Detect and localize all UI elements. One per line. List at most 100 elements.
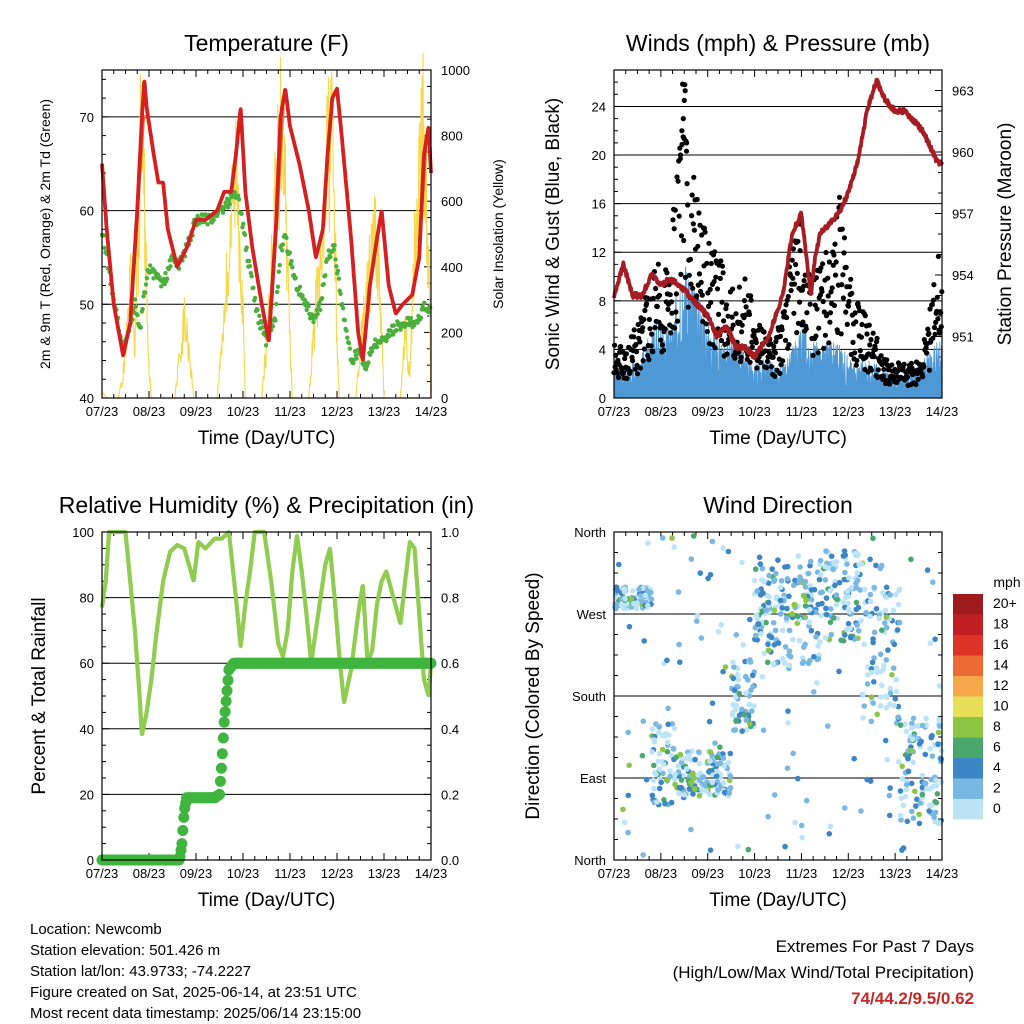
direction-point: [938, 756, 944, 762]
direction-point: [740, 642, 746, 648]
gust-point: [804, 310, 810, 316]
direction-point: [935, 729, 942, 736]
direction-point: [694, 612, 701, 619]
direction-point: [703, 788, 709, 794]
direction-point: [739, 728, 745, 734]
precipitation-point: [215, 762, 227, 774]
direction-point: [660, 770, 666, 777]
gust-point: [631, 334, 637, 340]
dewpoint-point: [351, 360, 356, 366]
direction-point: [803, 597, 810, 604]
gust-point: [667, 292, 673, 298]
direction-point: [870, 535, 876, 542]
direction-point: [919, 722, 926, 729]
direction-x-tick-label: 11/23: [786, 866, 818, 881]
direction-point: [929, 753, 936, 759]
dewpoint-point: [132, 297, 138, 302]
humidity-y2-tick-label: 0.8: [441, 591, 459, 606]
dewpoint-point: [422, 300, 427, 305]
direction-point: [779, 655, 786, 662]
direction-point: [672, 781, 678, 788]
direction-point: [827, 619, 834, 626]
gust-point: [924, 350, 930, 356]
gust-point: [664, 270, 670, 276]
direction-y-tick-label: North: [574, 525, 606, 540]
gust-point: [688, 281, 694, 287]
gust-point: [668, 330, 674, 336]
legend-label: 14: [993, 657, 1009, 673]
direction-point: [896, 759, 902, 765]
direction-point: [662, 800, 668, 807]
direction-point: [867, 591, 874, 598]
direction-point: [785, 708, 791, 714]
gust-point: [777, 333, 784, 339]
direction-point: [688, 779, 695, 786]
gust-point: [763, 365, 770, 371]
direction-point: [656, 766, 663, 772]
direction-point: [620, 806, 626, 813]
direction-point: [750, 683, 756, 690]
direction-point: [675, 763, 681, 769]
gust-point: [703, 321, 709, 327]
gust-point: [662, 326, 668, 332]
direction-point: [630, 588, 636, 594]
direction-point: [863, 609, 869, 616]
gust-point: [635, 371, 641, 377]
direction-x-tick-label: 08/23: [645, 866, 678, 881]
gust-point: [832, 272, 839, 278]
temperature-y2-tick-label: 0: [441, 391, 448, 406]
direction-point: [823, 548, 829, 554]
direction-point: [742, 690, 749, 697]
dewpoint-point: [347, 346, 353, 351]
gust-point: [800, 319, 806, 325]
direction-point: [665, 721, 671, 728]
gust-point: [644, 301, 650, 307]
humidity-x-tick-label: 14/23: [415, 866, 448, 881]
direction-point: [625, 792, 632, 799]
direction-point: [765, 647, 772, 654]
direction-point: [871, 679, 877, 685]
gust-point: [930, 297, 937, 303]
gust-point: [789, 257, 795, 263]
legend-label: 8: [993, 718, 1001, 734]
temperature-x-axis-label: Time (Day/UTC): [198, 428, 336, 449]
latlon-text: Station lat/lon: 43.9733; -74.2227: [30, 963, 252, 980]
dewpoint-point: [289, 258, 294, 264]
gust-point: [719, 263, 726, 269]
direction-x-tick-label: 13/23: [879, 866, 912, 881]
dewpoint-point: [138, 325, 144, 330]
gust-point: [926, 367, 933, 373]
gust-point: [669, 310, 675, 316]
gust-point: [779, 327, 785, 333]
gust-point: [814, 306, 820, 312]
gust-point: [621, 370, 627, 376]
dewpoint-point: [244, 245, 249, 250]
direction-point: [736, 690, 743, 697]
direction-point: [720, 668, 726, 675]
direction-point: [761, 578, 768, 585]
gust-point: [615, 357, 621, 363]
precipitation-point: [220, 695, 232, 707]
dewpoint-point: [336, 276, 342, 281]
gust-point: [682, 88, 688, 94]
legend-label: 0: [993, 800, 1001, 816]
direction-point: [688, 826, 694, 833]
gust-point: [871, 354, 877, 360]
direction-point: [870, 636, 876, 642]
dewpoint-point: [275, 284, 281, 289]
direction-point: [752, 566, 759, 572]
gust-point: [762, 348, 768, 354]
gust-point: [684, 181, 690, 187]
gust-point: [881, 366, 887, 372]
direction-x-tick-label: 10/23: [738, 866, 771, 881]
gust-point: [685, 304, 691, 310]
gust-point: [825, 293, 831, 299]
direction-point: [659, 746, 666, 753]
gust-point: [788, 287, 794, 294]
direction-point: [664, 657, 670, 664]
gust-point: [813, 275, 820, 281]
gust-point: [781, 309, 788, 315]
direction-point: [933, 777, 939, 784]
direction-point: [928, 802, 935, 809]
direction-point: [733, 718, 739, 724]
